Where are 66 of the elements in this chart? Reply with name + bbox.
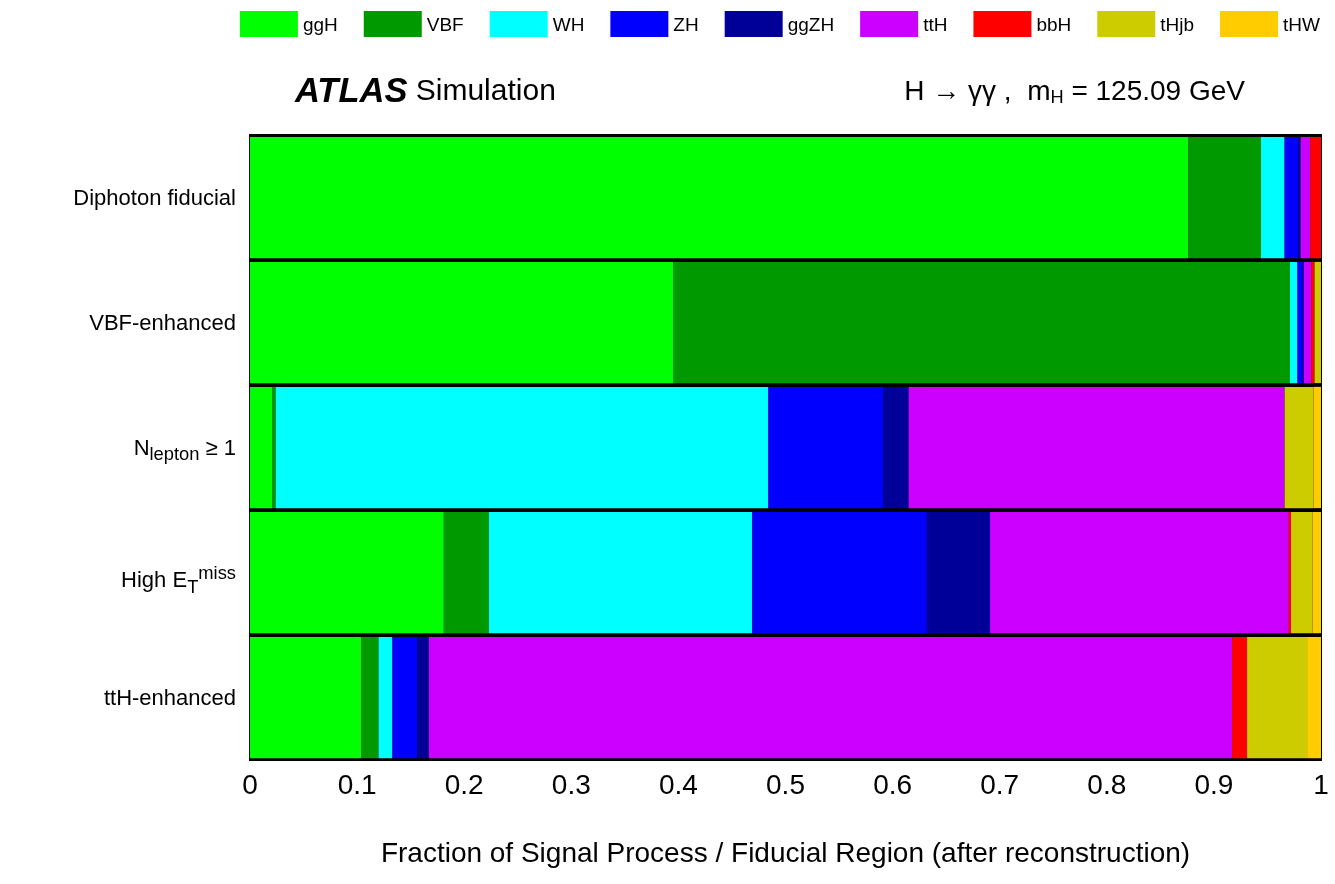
y-tick-label: N$_{lepton}$ ≥ 1: [133, 433, 236, 464]
bar: [488, 511, 753, 634]
bar: [1284, 136, 1299, 259]
x-tick-label: 0.8: [1087, 768, 1127, 800]
x-tick-label: 0.1: [337, 768, 377, 800]
x-tick-label: 0.4: [658, 768, 698, 800]
bar: [1313, 386, 1321, 509]
x-tick-label: 0: [242, 768, 258, 800]
bar: [272, 386, 276, 509]
x-tick-label: 0.5: [766, 768, 805, 800]
bar: [1311, 261, 1315, 384]
bar: [1261, 136, 1285, 259]
bar: [1288, 511, 1292, 634]
bar: [1284, 386, 1314, 509]
x-axis-title: Fraction of Signal Process / Fiducial Region (after reconstruction): [380, 836, 1191, 868]
legend-label: bbH: [1036, 13, 1072, 35]
bar: [392, 636, 418, 759]
bar: [673, 261, 1290, 384]
bar: [882, 386, 909, 509]
bar: [1303, 261, 1312, 384]
bar: [250, 511, 444, 634]
legend-label: tHjb: [1160, 13, 1195, 35]
bar: [250, 261, 674, 384]
bar: [1312, 511, 1321, 634]
x-tick-label: 0.6: [873, 768, 913, 800]
bar: [1188, 136, 1262, 259]
bar: [1310, 136, 1321, 259]
bar: [768, 386, 883, 509]
x-tick-label: 1: [1313, 768, 1329, 800]
legend-label: ggH: [302, 13, 338, 35]
bar: [1298, 136, 1301, 259]
bar: [250, 386, 273, 509]
bar: [1314, 261, 1321, 384]
bar: [275, 386, 769, 509]
x-tick-label: 0.3: [551, 768, 591, 800]
bar: [1307, 636, 1321, 759]
bar: [250, 636, 362, 759]
legend-label: WH: [552, 13, 585, 35]
bar: [926, 511, 991, 634]
bar: [1291, 511, 1313, 634]
bar: [1232, 636, 1248, 759]
bar: [1247, 636, 1308, 759]
bar: [908, 386, 1285, 509]
x-tick-label: 0.9: [1194, 768, 1234, 800]
bar: [1300, 136, 1311, 259]
legend-label: ZH: [673, 13, 699, 35]
bar: [250, 136, 1189, 259]
legend-label: VBF: [426, 13, 464, 35]
x-tick-label: 0.7: [980, 768, 1020, 800]
bar: [428, 636, 1233, 759]
legend-label: ttH: [923, 13, 948, 35]
bar: [1297, 261, 1303, 384]
y-tick-label: Diphoton fiducial: [73, 183, 236, 212]
bar: [752, 511, 927, 634]
bar: [378, 636, 393, 759]
bar: [1289, 261, 1298, 384]
chart-title: ATLAS Simulation: [294, 70, 556, 109]
y-tick-label: ttH-enhanced: [103, 683, 236, 712]
bar: [443, 511, 489, 634]
bar: [417, 636, 429, 759]
y-tick-label: VBF-enhanced: [89, 308, 236, 337]
x-tick-label: 0.2: [444, 768, 484, 800]
bar: [990, 511, 1289, 634]
bar: [361, 636, 379, 759]
legend-label: ggZH: [787, 13, 835, 35]
legend-label: tHW: [1283, 13, 1321, 35]
